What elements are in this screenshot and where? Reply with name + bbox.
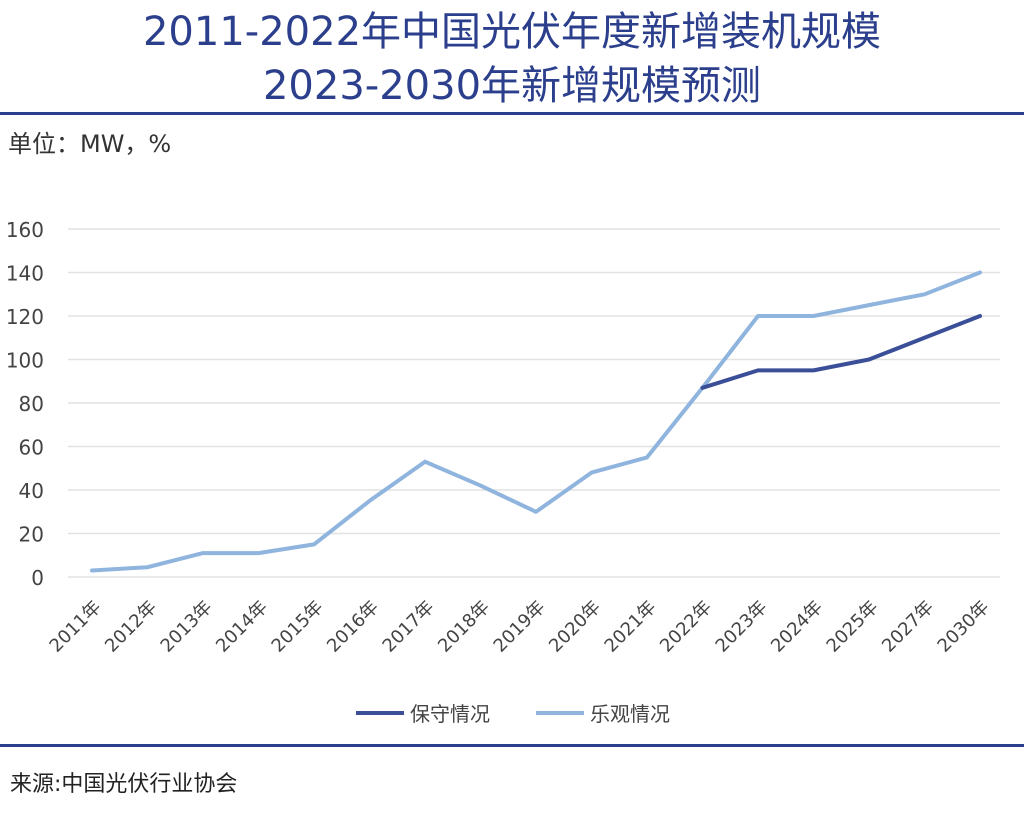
- x-axis-ticks: 2011年2012年2013年2014年2015年2016年2017年2018年…: [46, 597, 994, 657]
- x-tick-label: 2024年: [767, 597, 827, 657]
- legend-label: 乐观情况: [590, 702, 670, 726]
- series-line-conservative: [700, 314, 982, 390]
- x-tick-label: 2023年: [712, 597, 772, 657]
- y-tick-label: 140: [6, 262, 44, 286]
- grid-lines: [68, 228, 1000, 578]
- y-tick-label: 80: [19, 392, 44, 416]
- x-tick-label: 2011年: [46, 597, 106, 657]
- y-tick-label: 40: [19, 479, 44, 503]
- y-tick-label: 60: [19, 436, 44, 460]
- title-divider: [0, 112, 1024, 115]
- x-tick-label: 2020年: [545, 597, 605, 657]
- source-note: 来源:中国光伏行业协会: [10, 772, 238, 797]
- x-tick-label: 2012年: [101, 597, 161, 657]
- x-tick-label: 2021年: [601, 597, 661, 657]
- x-tick-label: 2013年: [157, 597, 217, 657]
- chart-title-line-2: 2023-2030年新增规模预测: [262, 63, 762, 109]
- x-tick-label: 2019年: [490, 597, 550, 657]
- y-tick-label: 20: [19, 523, 44, 547]
- series-line-optimistic: [90, 270, 982, 573]
- x-tick-label: 2017年: [379, 597, 439, 657]
- chart-title-line-1: 2011-2022年中国光伏年度新增装机规模: [142, 9, 882, 55]
- y-tick-label: 120: [6, 305, 44, 329]
- y-tick-label: 0: [31, 566, 44, 590]
- y-axis-ticks: 0 20 40 60 80 100 120 140 160: [6, 218, 44, 590]
- x-tick-label: 2016年: [323, 597, 383, 657]
- x-tick-label: 2015年: [268, 597, 328, 657]
- x-tick-label: 2030年: [934, 597, 994, 657]
- x-tick-label: 2025年: [823, 597, 883, 657]
- y-tick-label: 100: [6, 349, 44, 373]
- series-lines: [90, 270, 982, 573]
- x-tick-label: 2014年: [212, 597, 272, 657]
- unit-label: 单位：MW，%: [8, 130, 172, 158]
- legend: 保守情况 乐观情况: [356, 702, 670, 726]
- x-tick-label: 2027年: [878, 597, 938, 657]
- x-tick-label: 2022年: [656, 597, 716, 657]
- legend-label: 保守情况: [410, 702, 490, 726]
- x-tick-label: 2018年: [434, 597, 494, 657]
- y-tick-label: 160: [6, 218, 44, 242]
- footer-divider: [0, 744, 1024, 747]
